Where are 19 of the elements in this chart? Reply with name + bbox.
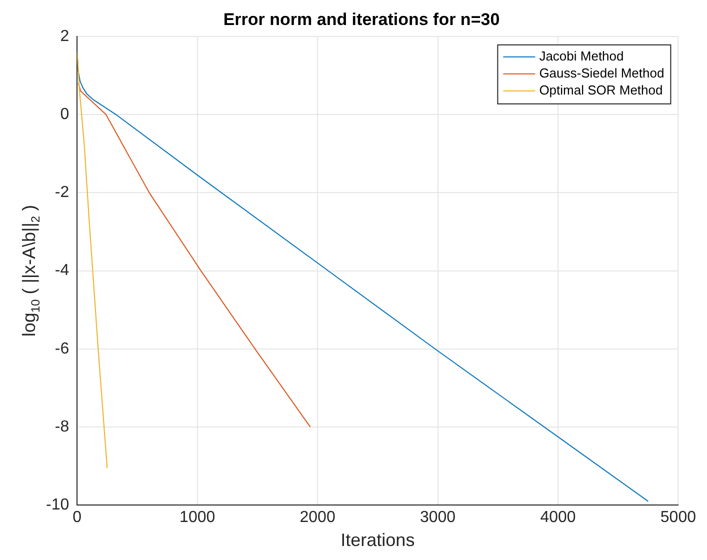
legend-label: Jacobi Method — [539, 48, 624, 64]
legend-label: Optimal SOR Method — [539, 82, 663, 98]
legend-label: Gauss-Siedel Method — [539, 65, 664, 80]
x-tick-label: 5000 — [660, 509, 696, 526]
x-tick-label: 2000 — [300, 509, 336, 526]
y-tick-label: 2 — [60, 28, 70, 45]
chart-title: Error norm and iterations for n=30 — [223, 10, 500, 29]
x-axis-title: Iterations — [340, 530, 415, 550]
y-tick-label: -4 — [54, 262, 70, 280]
x-tick-label: 4000 — [540, 509, 576, 526]
x-tick-label: 3000 — [420, 509, 456, 526]
y-tick-label: -6 — [54, 340, 70, 358]
x-tick-label: 0 — [72, 509, 82, 526]
x-tick-label: 1000 — [180, 509, 216, 526]
y-tick-label: -10 — [46, 496, 70, 514]
y-tick-label: -8 — [54, 418, 70, 436]
y-tick-label: 0 — [60, 106, 70, 123]
y-tick-label: -2 — [54, 184, 70, 202]
y-axis-title: log10 ( ||x-A\b||2 ) — [18, 204, 42, 337]
